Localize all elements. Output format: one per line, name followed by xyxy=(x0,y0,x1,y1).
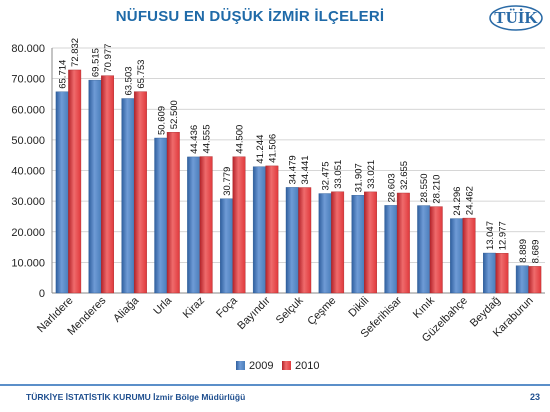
bar-2010 xyxy=(429,206,443,294)
data-label: 41.244 xyxy=(255,135,266,164)
data-label: 34.479 xyxy=(288,155,299,184)
data-label: 44.500 xyxy=(235,125,246,154)
y-tick-label: 70.000 xyxy=(11,74,45,86)
bar-2009 xyxy=(187,156,201,294)
chart-title: NÜFUSU EN DÜŞÜK İZMİR İLÇELERİ xyxy=(115,8,385,25)
bar-2010 xyxy=(232,156,246,294)
bar-2010 xyxy=(462,217,476,294)
x-tick-label: Çeşme xyxy=(305,295,338,328)
y-tick-label: 30.000 xyxy=(11,196,45,208)
legend-label: 2009 xyxy=(249,360,273,372)
data-label: 72.832 xyxy=(70,38,81,67)
data-label: 32.475 xyxy=(321,161,332,190)
bar-2009 xyxy=(285,187,299,294)
y-tick-label: 60.000 xyxy=(11,104,45,116)
legend-swatch-2010 xyxy=(282,361,291,370)
bar-2009 xyxy=(121,98,135,294)
y-tick-label: 80.000 xyxy=(11,43,45,55)
x-tick-label: Aliağa xyxy=(111,294,142,325)
bar-2010 xyxy=(396,192,410,294)
data-label: 65.753 xyxy=(136,60,147,89)
bar-2009 xyxy=(220,198,233,294)
legend-swatch-2009 xyxy=(236,361,245,370)
y-tick-label: 0 xyxy=(39,288,45,300)
bar-2010 xyxy=(265,165,279,294)
data-label: 52.500 xyxy=(169,100,180,129)
data-label: 41.506 xyxy=(267,134,278,163)
footer-org: TÜRKİYE İSTATİSTİK KURUMU İzmir Bölge Mü… xyxy=(26,392,246,402)
data-label: 28.550 xyxy=(419,174,430,203)
x-tick-label: Kınık xyxy=(411,294,438,321)
x-tick-label: Urla xyxy=(151,294,174,317)
footer-divider xyxy=(0,384,550,386)
data-label: 70.977 xyxy=(103,44,114,73)
bar-2010 xyxy=(68,69,82,294)
bar-2010 xyxy=(495,253,509,294)
y-tick-label: 50.000 xyxy=(11,135,45,147)
y-tick-label: 20.000 xyxy=(11,227,45,239)
data-label: 63.503 xyxy=(123,66,134,95)
bar-2009 xyxy=(515,265,529,294)
data-label: 33.021 xyxy=(366,160,377,189)
bar-2010 xyxy=(101,75,115,294)
x-tick-label: Selçuk xyxy=(274,294,306,326)
data-label: 44.555 xyxy=(202,124,213,153)
data-label: 8.889 xyxy=(518,239,529,263)
bar-2010 xyxy=(298,187,312,294)
x-tick-label: Kiraz xyxy=(181,295,207,321)
data-label: 31.907 xyxy=(353,163,364,192)
y-tick-label: 40.000 xyxy=(11,166,45,178)
bar-2010 xyxy=(166,132,180,294)
bar-2010 xyxy=(528,266,542,294)
logo-text: TÜİK xyxy=(494,8,538,27)
data-label: 44.436 xyxy=(189,125,200,154)
data-label: 65.714 xyxy=(58,60,69,89)
x-tick-label: Foça xyxy=(214,294,240,320)
data-label: 8.689 xyxy=(530,240,541,264)
data-label: 34.441 xyxy=(300,155,311,184)
data-label: 28.603 xyxy=(386,173,397,202)
bar-2009 xyxy=(88,79,102,294)
data-label: 32.655 xyxy=(399,161,410,190)
bar-2009 xyxy=(450,218,464,294)
data-label: 50.609 xyxy=(156,106,167,135)
data-label: 12.977 xyxy=(497,221,508,250)
bar-2009 xyxy=(483,252,496,294)
legend-label: 2010 xyxy=(295,360,319,372)
bar-2010 xyxy=(364,191,377,294)
bar-2010 xyxy=(199,156,213,294)
data-label: 33.051 xyxy=(333,160,344,189)
x-tick-label: Dikili xyxy=(346,295,371,320)
y-tick-label: 10.000 xyxy=(11,257,45,269)
page-number: 23 xyxy=(529,392,540,402)
bar-2009 xyxy=(252,166,266,294)
bar-chart: 0 10.000 20.000 30.000 40.000 50.000 60.000 70.… xyxy=(11,38,545,372)
bar-2010 xyxy=(331,191,345,294)
tuik-logo: TÜİK xyxy=(488,4,544,32)
data-label: 24.462 xyxy=(465,186,476,215)
bar-2009 xyxy=(417,205,431,294)
x-tick-label: Bayındır xyxy=(235,294,273,332)
bar-2010 xyxy=(133,91,147,294)
bar-2009 xyxy=(55,91,69,294)
data-label: 28.210 xyxy=(432,175,443,204)
bar-2009 xyxy=(351,195,365,294)
bar-2009 xyxy=(384,205,398,294)
data-label: 69.515 xyxy=(91,48,102,77)
bar-2009 xyxy=(318,193,332,294)
data-label: 24.296 xyxy=(452,187,463,216)
data-label: 30.779 xyxy=(222,167,233,196)
data-label: 13.047 xyxy=(485,221,496,250)
bar-2009 xyxy=(154,137,168,294)
